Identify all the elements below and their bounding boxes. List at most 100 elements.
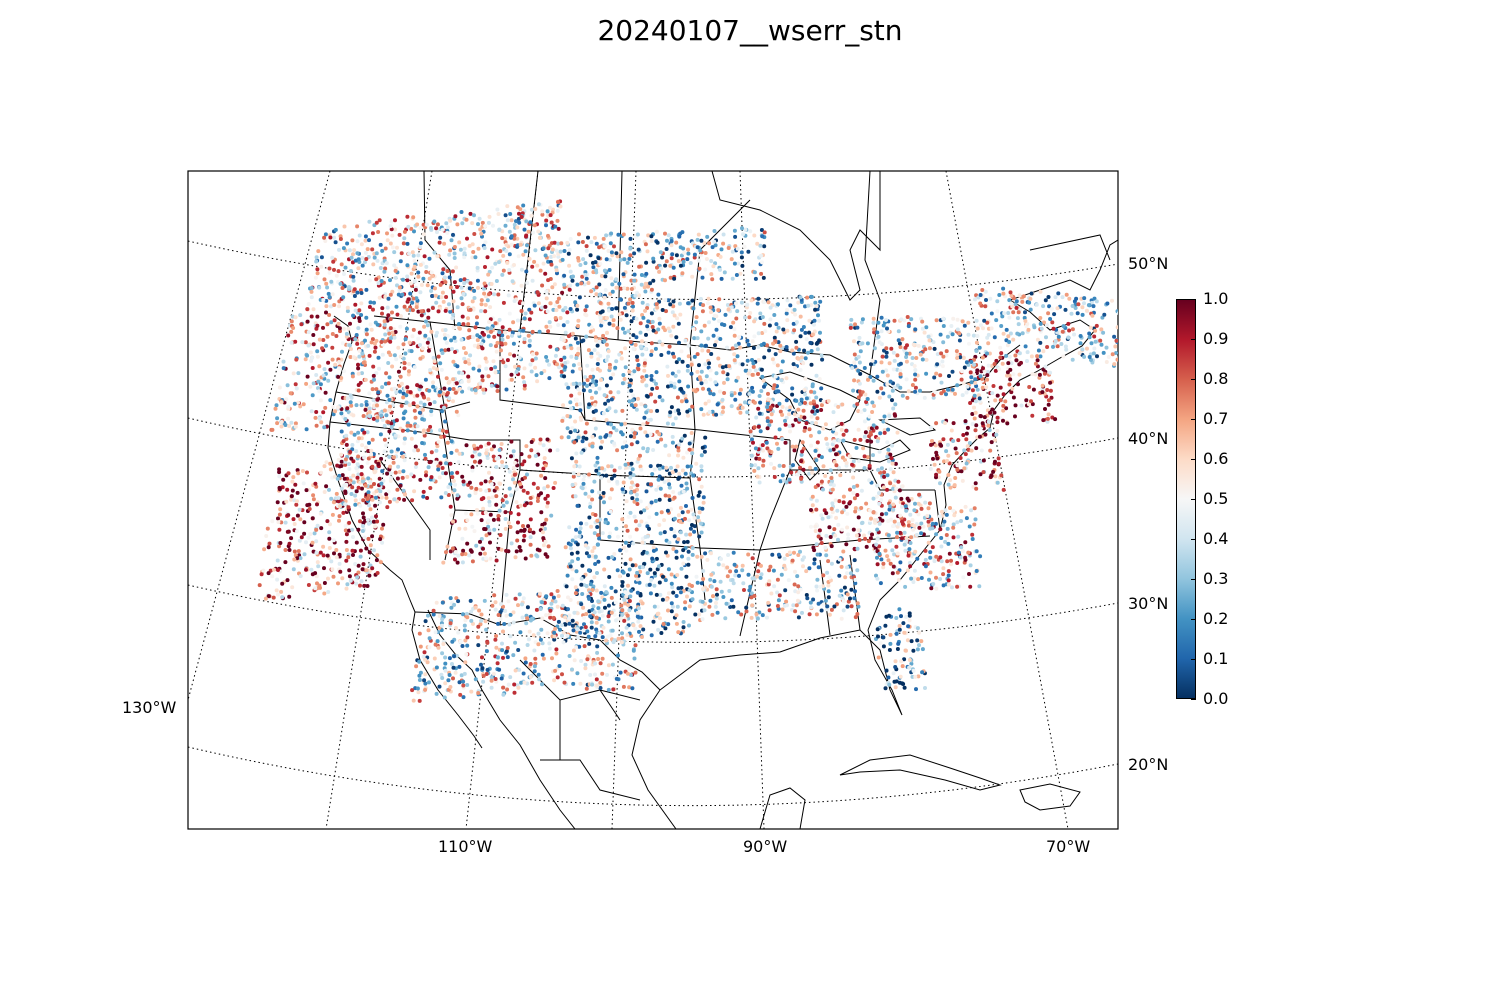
station-point: [476, 222, 480, 227]
station-point: [955, 520, 960, 525]
station-point: [669, 465, 673, 470]
station-point: [897, 680, 902, 685]
station-point: [721, 405, 726, 410]
station-point: [624, 499, 629, 504]
station-point: [594, 620, 599, 625]
station-point: [598, 301, 603, 305]
station-point: [355, 439, 360, 444]
station-point: [692, 354, 697, 359]
station-point: [650, 319, 655, 324]
station-point: [620, 517, 625, 522]
station-point: [641, 315, 646, 320]
station-point: [875, 527, 880, 532]
station-point: [745, 358, 750, 363]
station-point: [915, 556, 920, 561]
station-point: [784, 376, 789, 381]
station-point: [657, 497, 662, 502]
station-point: [774, 322, 779, 327]
station-point: [625, 286, 630, 291]
station-point: [690, 584, 694, 588]
station-point: [980, 355, 985, 360]
station-point: [274, 403, 279, 408]
station-point: [578, 408, 583, 413]
station-point: [755, 616, 760, 621]
station-point: [392, 353, 397, 358]
station-point: [938, 577, 943, 581]
station-point: [273, 406, 278, 411]
station-point: [451, 377, 456, 382]
meridian-130w: [188, 171, 331, 701]
station-point: [487, 214, 492, 219]
station-point: [289, 340, 294, 345]
meridian-90w: [739, 171, 765, 829]
station-point: [699, 407, 704, 412]
station-point: [478, 487, 483, 492]
station-point: [881, 391, 886, 396]
station-point: [627, 399, 632, 404]
station-point: [322, 591, 327, 596]
station-point: [890, 548, 895, 553]
station-point: [323, 405, 328, 410]
station-point: [577, 381, 582, 386]
station-point: [388, 326, 393, 331]
station-point: [882, 474, 887, 479]
station-point: [865, 397, 870, 401]
station-point: [943, 508, 948, 513]
station-point: [328, 367, 333, 372]
station-point: [915, 647, 920, 652]
station-point: [853, 581, 858, 586]
station-point: [590, 497, 595, 502]
station-point: [567, 287, 572, 292]
station-point: [295, 513, 300, 518]
station-point: [514, 219, 518, 224]
station-point: [596, 471, 601, 476]
station-point: [815, 588, 820, 593]
station-point: [455, 364, 460, 369]
station-point: [895, 535, 899, 540]
station-point: [707, 410, 712, 414]
station-point: [708, 598, 713, 603]
station-point: [514, 487, 519, 492]
station-point: [568, 400, 573, 405]
station-point: [472, 529, 477, 534]
station-point: [494, 485, 499, 490]
station-point: [900, 337, 905, 342]
station-point: [699, 554, 704, 559]
station-point: [609, 397, 614, 402]
station-point: [349, 403, 354, 408]
station-point: [700, 617, 705, 622]
station-point: [394, 357, 399, 362]
station-point: [898, 560, 903, 565]
station-point: [919, 639, 924, 644]
station-point: [702, 608, 707, 613]
station-point: [638, 464, 643, 469]
station-point: [351, 480, 356, 485]
station-point: [363, 377, 368, 382]
station-point: [611, 372, 616, 377]
station-point: [459, 296, 464, 301]
station-point: [714, 587, 719, 592]
station-point: [339, 411, 344, 416]
station-point: [645, 303, 650, 307]
station-point: [419, 313, 424, 318]
station-point: [353, 502, 358, 507]
station-point: [581, 477, 586, 482]
station-point: [802, 415, 807, 420]
station-point: [315, 314, 320, 319]
station-point: [509, 541, 514, 546]
station-point: [784, 398, 789, 403]
station-point: [826, 559, 831, 564]
station-point: [359, 341, 364, 346]
station-point: [939, 559, 944, 564]
station-point: [396, 464, 401, 469]
station-point: [928, 466, 933, 471]
station-point: [661, 325, 666, 330]
station-point: [553, 353, 558, 358]
station-point: [372, 548, 376, 553]
station-point: [662, 518, 667, 523]
station-point: [405, 385, 410, 390]
station-point: [970, 412, 975, 416]
station-point: [385, 305, 390, 310]
station-point: [669, 527, 674, 531]
station-point: [803, 425, 808, 430]
